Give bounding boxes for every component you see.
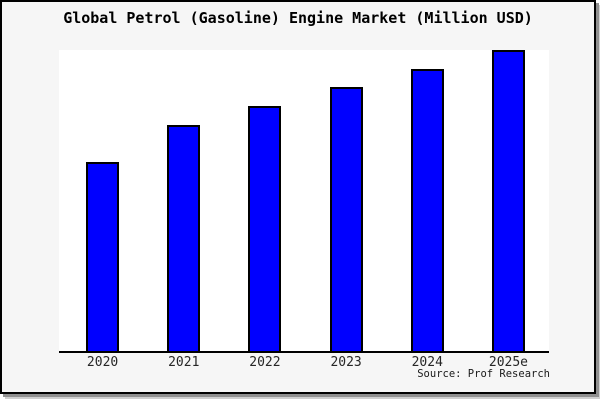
bar-slot	[306, 87, 387, 351]
x-tick-label-2022: 2022	[249, 355, 281, 370]
x-tick-label-2021: 2021	[168, 355, 200, 370]
bar-series	[59, 50, 549, 351]
bar-2025e	[491, 50, 525, 351]
chart-title: Global Petrol (Gasoline) Engine Market (…	[63, 9, 533, 27]
x-axis-labels: 2020 2021 2022 2023 2024 2025e	[59, 355, 549, 370]
bar-slot	[62, 162, 143, 351]
bar-slot	[387, 69, 468, 351]
x-tick-label-2020: 2020	[86, 355, 119, 370]
bar-2021	[167, 125, 201, 351]
bar-slot	[224, 106, 305, 351]
chart-frame: Global Petrol (Gasoline) Engine Market (…	[0, 0, 596, 394]
bar-slot	[468, 50, 549, 351]
x-tick-label-2023: 2023	[330, 355, 362, 370]
x-tick-label-2025e: 2025e	[488, 355, 529, 370]
bar-2022	[248, 106, 282, 351]
bar-2024	[410, 69, 444, 351]
plot-area	[59, 50, 549, 353]
source-text: Source: Prof Research	[417, 368, 550, 380]
bar-slot	[143, 125, 224, 351]
bar-2023	[329, 87, 363, 351]
x-tick-label-2024: 2024	[411, 355, 443, 370]
bar-2020	[86, 162, 120, 351]
